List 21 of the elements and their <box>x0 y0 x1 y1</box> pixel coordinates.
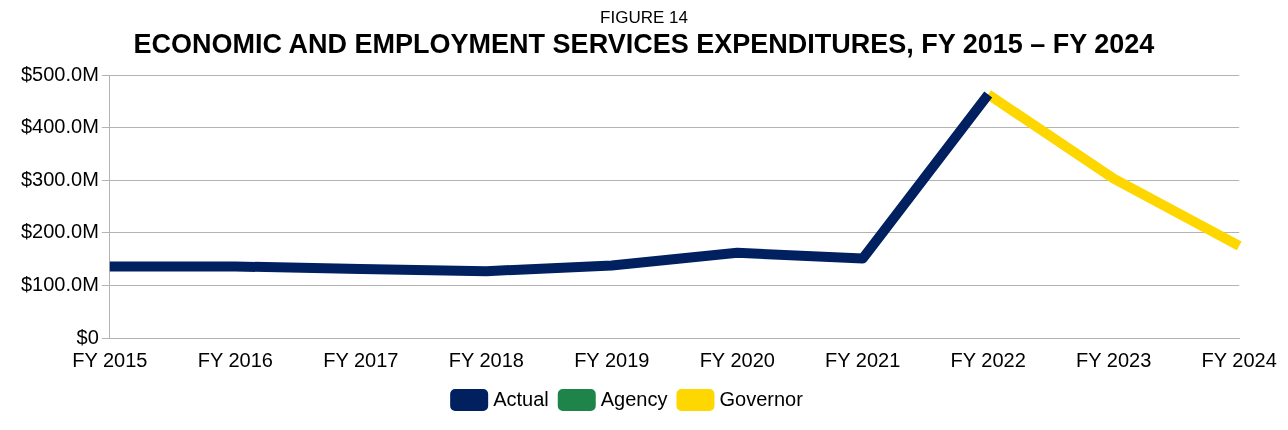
y-tick-label: $500.0M <box>20 62 99 85</box>
y-tick-label: $400.0M <box>20 115 99 138</box>
y-tick-label: $200.0M <box>20 220 99 243</box>
chart-title: ECONOMIC AND EMPLOYMENT SERVICES EXPENDITURES, FY 2015 – FY 2024 <box>132 28 1156 60</box>
x-tick-label: FY 2024 <box>1201 348 1277 371</box>
y-tick-label: $0 <box>76 325 99 348</box>
x-tick-label: FY 2021 <box>825 348 901 371</box>
x-tick-label: FY 2017 <box>323 348 399 371</box>
x-tick-label: FY 2015 <box>72 348 148 371</box>
y-tick-label: $300.0M <box>20 167 99 190</box>
legend-label: Governor <box>719 387 804 410</box>
legend-label: Actual <box>493 387 549 410</box>
y-tick-label: $100.0M <box>20 272 99 295</box>
x-tick-label: FY 2022 <box>950 348 1026 371</box>
x-tick-label: FY 2020 <box>699 348 775 371</box>
x-tick-label: FY 2023 <box>1076 348 1152 371</box>
chart-subtitle: FIGURE 14 <box>599 8 689 28</box>
x-tick-label: FY 2019 <box>574 348 650 371</box>
x-tick-label: FY 2016 <box>197 348 273 371</box>
legend-label: Agency <box>600 387 668 410</box>
x-tick-label: FY 2018 <box>448 348 524 371</box>
